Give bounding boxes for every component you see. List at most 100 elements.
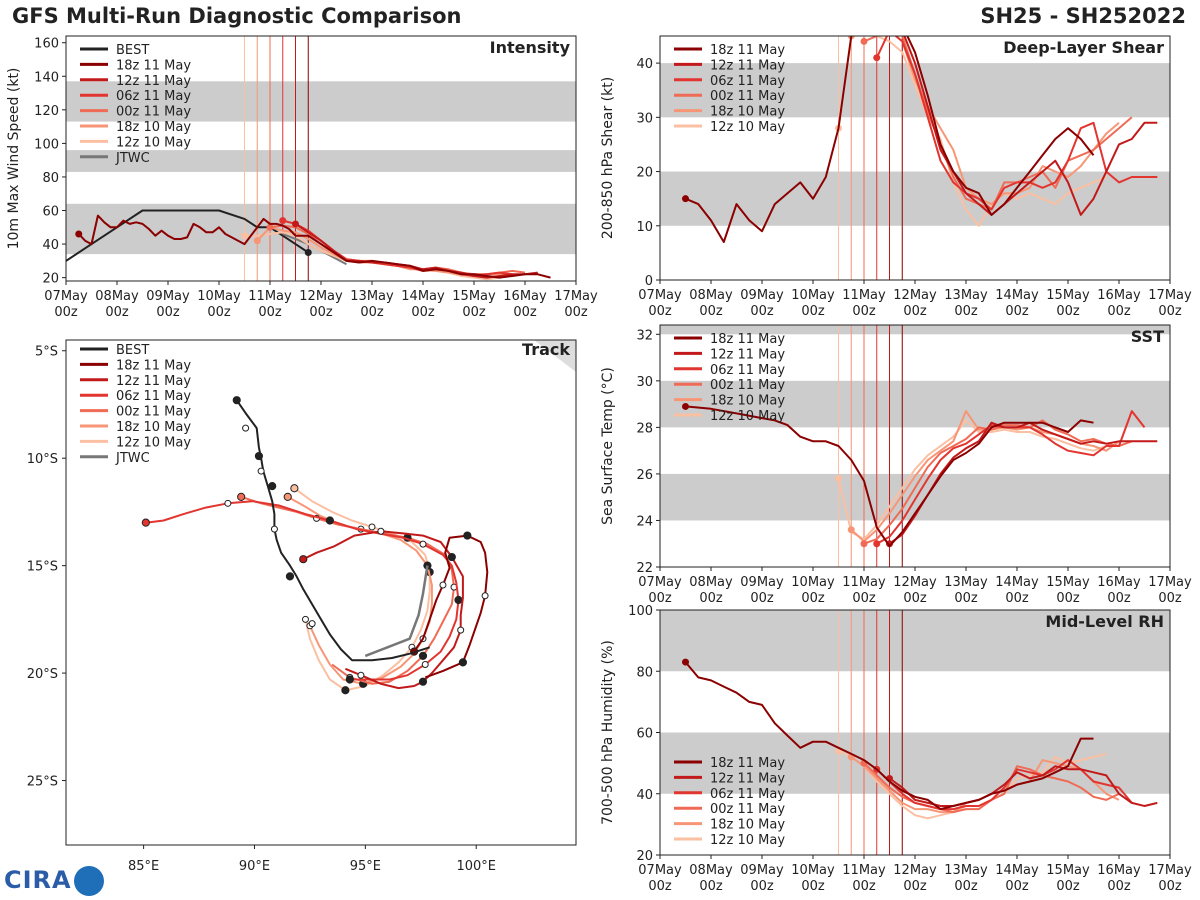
x-tick-label: 14May — [995, 575, 1039, 590]
x-tick-label: 00z — [1005, 304, 1029, 319]
legend-label: 12z 11 May — [116, 374, 191, 389]
run-line — [684, 661, 1094, 811]
legend-label: 12z 10 May — [710, 833, 785, 848]
legend-label: 12z 11 May — [710, 58, 785, 73]
axes-frame — [659, 609, 1171, 856]
track-point — [447, 552, 456, 562]
shade-band — [66, 203, 576, 255]
y-axis-label: Sea Surface Temp (°C) — [600, 367, 616, 525]
x-tick-label: 00z — [903, 879, 927, 894]
legend-label: 18z 11 May — [710, 43, 785, 58]
y-tick-label: 20 — [636, 166, 653, 181]
x-tick-label: 15May — [1046, 288, 1090, 303]
y-tick-label: 160 — [34, 37, 59, 52]
track-point — [454, 595, 463, 605]
run-line — [837, 36, 1107, 227]
x-tick-label: 00z — [360, 305, 384, 320]
legend-label: BEST — [116, 343, 149, 358]
legend-label: 18z 10 May — [116, 420, 191, 435]
track-point — [457, 626, 465, 634]
track-point — [463, 531, 472, 540]
x-tick-label: 00z — [852, 591, 876, 606]
legend-label: 18z 11 May — [710, 756, 785, 771]
run-line — [685, 405, 1094, 548]
x-tick-label: 11May — [842, 575, 886, 590]
x-tick-label: 17May — [1148, 575, 1192, 590]
legend-label: 18z 10 May — [710, 105, 785, 120]
shade-band — [660, 171, 1170, 226]
x-tick-label: 00z — [1005, 879, 1029, 894]
y-tick-label: 120 — [34, 104, 59, 119]
x-tick-label: 00z — [462, 305, 486, 320]
x-tick-label: 00z — [156, 305, 180, 320]
figure-title: GFS Multi-Run Diagnostic Comparison — [12, 4, 462, 28]
y-tick-label: 30 — [636, 111, 653, 126]
x-tick-label: 13May — [350, 289, 394, 304]
track-point — [481, 592, 489, 600]
x-tick-label: 00z — [513, 305, 537, 320]
x-tick-label: 09May — [740, 863, 784, 878]
track-point — [421, 660, 429, 668]
run-init-point — [279, 217, 287, 225]
y-tick-label: 10 — [636, 220, 653, 235]
x-tick-label: 00z — [903, 591, 927, 606]
y-tick-label: 40 — [636, 57, 653, 72]
x-tick-label: 00z — [750, 879, 774, 894]
x-tick-label: 00z — [1005, 591, 1029, 606]
x-tick-label: 00z — [411, 305, 435, 320]
jtwc-track-line — [364, 565, 429, 658]
x-tick-label: 14May — [995, 288, 1039, 303]
x-tick-label: 00z — [1158, 591, 1182, 606]
shade-band — [66, 81, 576, 122]
x-tick-label: 09May — [740, 575, 784, 590]
run-init-point — [682, 195, 689, 203]
legend-label: 00z 11 May — [116, 105, 191, 120]
run-line — [876, 759, 1133, 811]
y-tick-label: 32 — [636, 328, 653, 343]
x-tick-label: 00z — [648, 304, 672, 319]
track-point — [283, 492, 292, 501]
shade-band — [660, 325, 1170, 335]
series-group — [682, 658, 1158, 820]
run-line — [875, 36, 1158, 211]
x-tick-label: 16May — [503, 289, 547, 304]
x-tick-label: 00z — [1056, 304, 1080, 319]
x-tick-label: 10May — [791, 575, 835, 590]
y-axis-label: 200-850 hPa Shear (kt) — [600, 77, 616, 239]
axes-frame — [65, 35, 577, 282]
shade-band — [66, 150, 576, 172]
y-tick-label: 25°S — [27, 775, 58, 790]
track-point — [419, 540, 427, 548]
legend-label: 18z 11 May — [116, 58, 191, 73]
best-track-point — [268, 482, 277, 491]
x-tick-label: 00z — [852, 304, 876, 319]
y-axis-label: 10m Max Wind Speed (kt) — [6, 68, 22, 250]
legend-label: 18z 10 May — [710, 394, 785, 409]
x-tick-label: 09May — [146, 289, 190, 304]
panel-title: Mid-Level RH — [1045, 612, 1164, 631]
best-track-point — [257, 467, 265, 475]
y-tick-label: 20°S — [27, 667, 58, 682]
x-tick-label: 00z — [1056, 591, 1080, 606]
y-tick-label: 80 — [42, 171, 59, 186]
y-tick-label: 140 — [34, 70, 59, 85]
x-tick-label: 00z — [1158, 879, 1182, 894]
legend-label: BEST — [116, 43, 149, 58]
axes-frame — [65, 339, 577, 846]
x-tick-label: 07May — [638, 288, 682, 303]
legend-label: 06z 11 May — [710, 74, 785, 89]
chart-track: 85°E 90°E 95°E 100°E 5°S 10°S 15°S 20°S 25°S Trac… — [27, 339, 577, 874]
y-tick-label: 10°S — [27, 452, 58, 467]
x-tick-label: 14May — [401, 289, 445, 304]
track-point — [368, 523, 376, 531]
x-tick-label: 07May — [638, 863, 682, 878]
legend-label: 00z 11 May — [116, 405, 191, 420]
y-axis-label: 700-500 hPa Humidity (%) — [600, 640, 616, 825]
x-tick-label: 07May — [638, 575, 682, 590]
run-line — [685, 36, 1095, 243]
track-run-line — [287, 496, 433, 685]
y-tick-label: 28 — [636, 421, 653, 436]
x-tick-label: 08May — [689, 575, 733, 590]
legend-label: 18z 11 May — [116, 358, 191, 373]
x-tick-label: 00z — [750, 304, 774, 319]
